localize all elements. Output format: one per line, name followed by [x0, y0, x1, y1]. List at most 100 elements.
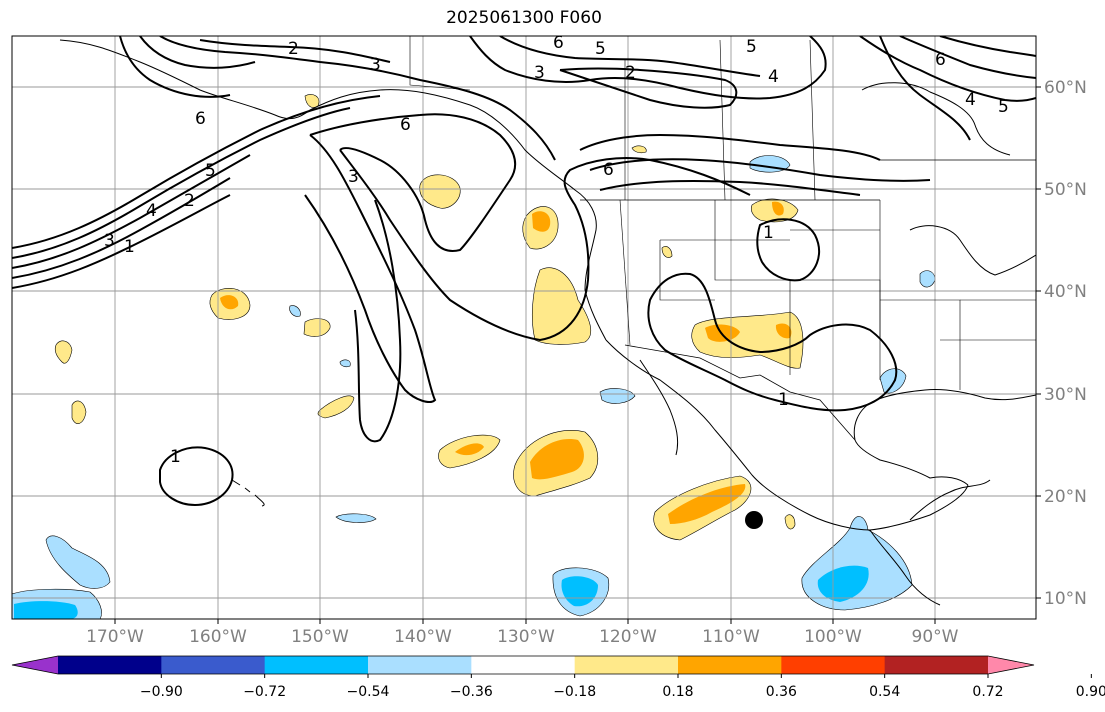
contour-label: 6: [603, 160, 614, 180]
colorbar-tick-label: −0.36: [450, 684, 493, 700]
map-frame-background: [12, 36, 1036, 619]
longitude-label: 140°W: [394, 627, 452, 647]
negative-patch: [45, 535, 111, 589]
colorbar-segment: [161, 656, 266, 674]
contour-label: 6: [195, 109, 206, 129]
positive-patch: [220, 295, 239, 310]
contour-label: 6: [400, 115, 411, 135]
contour-label: 1: [170, 447, 181, 467]
contour-label: 5: [746, 37, 757, 57]
contour-label: 1: [778, 390, 789, 410]
contour-label: 2: [288, 39, 299, 59]
contour-label: 1: [763, 223, 774, 243]
contour-label: 6: [935, 50, 946, 70]
colorbar-tick-label: 0.90: [1076, 684, 1105, 700]
contour-label: 1: [124, 237, 135, 257]
contour-label: 5: [595, 39, 606, 59]
colorbar-tick-label: −0.54: [347, 684, 390, 700]
latitude-label: 20°N: [1044, 487, 1087, 507]
longitude-label: 100°W: [804, 627, 862, 647]
negative-patch: [289, 305, 301, 317]
height-contours: [12, 36, 1036, 507]
contour-label: 4: [965, 90, 976, 110]
colorbar-segment: [471, 656, 576, 674]
colorbar-segment: [884, 656, 989, 674]
graticule: [12, 36, 1036, 619]
positive-patch: [71, 400, 87, 424]
latitude-label: 40°N: [1044, 282, 1087, 302]
colorbar-segment: [678, 656, 782, 674]
latitude-label: 60°N: [1044, 78, 1087, 98]
map-frame-border: [11, 35, 1037, 620]
longitude-label: 150°W: [291, 627, 349, 647]
colorbar-tick-label: 0.54: [869, 684, 900, 700]
colorbar-tick-label: −0.18: [553, 684, 596, 700]
contour-label: 3: [370, 55, 381, 75]
map-title: 2025061300 F060: [446, 8, 602, 28]
negative-patch: [335, 513, 377, 523]
positive-patch: [531, 267, 592, 345]
positive-patch: [784, 514, 796, 530]
contour-label-group: 2 3 6 5 6 3 2 5 4 6 4 5 6 3 5 4 2 3 1 6 …: [104, 33, 1009, 467]
latitude-label: 50°N: [1044, 180, 1087, 200]
colorbar-segment: [781, 656, 886, 674]
colorbar-extend-high: [988, 656, 1034, 674]
negative-patch: [14, 601, 78, 619]
contour-label: 5: [998, 97, 1009, 117]
colorbar-segment: [58, 656, 162, 674]
positive-patch: [532, 211, 551, 232]
positive-patch: [54, 340, 73, 364]
negative-patch: [817, 565, 869, 602]
negative-patch: [879, 368, 907, 394]
contour-label: 6: [553, 33, 564, 53]
negative-patch: [599, 388, 636, 404]
positive-patch: [775, 323, 792, 339]
latitude-label: 30°N: [1044, 385, 1087, 405]
coastlines: [59, 36, 1036, 606]
colorbar-extend-low: [12, 656, 58, 674]
colorbar-tick-label: −0.90: [140, 684, 183, 700]
longitude-label: 160°W: [189, 627, 247, 647]
colorbar-segment: [368, 656, 472, 674]
colorbar-tick-label: 0.18: [662, 684, 693, 700]
positive-patch: [317, 395, 355, 419]
latitude-label: 10°N: [1044, 589, 1087, 609]
longitude-label: 110°W: [702, 627, 760, 647]
map-content: 2 3 6 5 6 3 2 5 4 6 4 5 6 3 5 4 2 3 1 6 …: [12, 33, 1036, 619]
contour-label: 2: [184, 191, 195, 211]
colorbar-tick-label: 0.36: [766, 684, 797, 700]
storm-location-marker: [745, 511, 763, 529]
positive-patch: [530, 439, 584, 480]
latitude-labels: 60°N 50°N 40°N 30°N 20°N 10°N: [1044, 78, 1087, 609]
contour-label: 2: [625, 63, 636, 83]
positive-patch: [772, 201, 784, 216]
contour-label: 3: [534, 63, 545, 83]
positive-patch: [631, 145, 647, 154]
colorbar-segment: [264, 656, 369, 674]
colorbar-segment: [574, 656, 679, 674]
negative-patch: [339, 359, 351, 368]
longitude-label: 170°W: [86, 627, 144, 647]
contour-label: 4: [768, 67, 779, 87]
colorbar-outline: [11, 655, 1035, 675]
negative-patch: [561, 576, 598, 607]
colorbar: −0.90 −0.72 −0.54 −0.36 −0.18 0.18 0.36 0.54 0.7…: [11, 655, 1105, 700]
contour-label: 3: [104, 231, 115, 251]
positive-patch: [419, 174, 461, 209]
contour-label: 4: [146, 201, 157, 221]
positive-patch: [303, 318, 331, 337]
positive-patch: [668, 484, 746, 524]
longitude-label: 90°W: [912, 627, 959, 647]
longitude-label: 130°W: [497, 627, 555, 647]
shaded-anomalies: [12, 94, 936, 619]
contour-label: 5: [205, 161, 216, 181]
longitude-label: 120°W: [599, 627, 657, 647]
colorbar-tick-label: −0.72: [243, 684, 286, 700]
positive-patch: [455, 443, 484, 456]
axis-ticks: [114, 86, 1041, 624]
contour-label: 3: [348, 167, 359, 187]
positive-patch: [661, 246, 673, 258]
longitude-labels: 170°W 160°W 150°W 140°W 130°W 120°W 110°…: [86, 627, 959, 647]
colorbar-tick-label: 0.72: [972, 684, 1003, 700]
